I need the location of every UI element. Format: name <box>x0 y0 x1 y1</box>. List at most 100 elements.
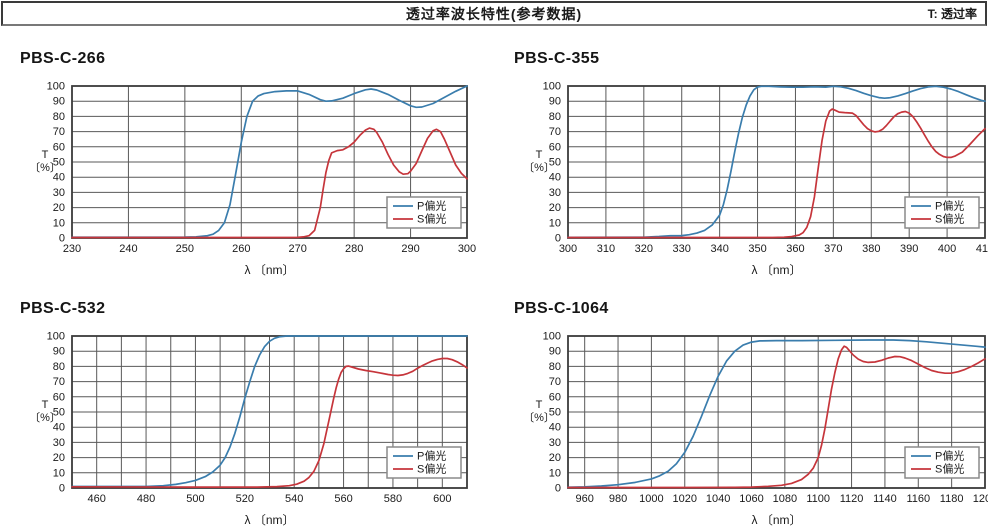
y-tick-label: 0 <box>555 233 561 245</box>
y-axis-label-symbol: T <box>41 149 49 161</box>
plot-canvas: 230 240 250 260 270 280 290 300 0 10 20 30 40 50 60 70 8… <box>47 81 477 256</box>
chart-pbs-c-266: PBS-C-266 T 〔%〕 230 240 250 260 270 280 290 300… <box>0 45 494 295</box>
y-tick-labels: 0 10 20 30 40 50 60 70 80 90 100 <box>47 331 65 495</box>
y-tick-label: 50 <box>53 407 65 419</box>
y-axis-label-symbol: T <box>535 399 543 411</box>
y-tick-label: 90 <box>549 346 561 358</box>
x-tick-label: 500 <box>186 493 204 505</box>
y-tick-label: 70 <box>549 126 561 138</box>
y-tick-label: 60 <box>53 141 65 153</box>
plot-frame <box>567 335 986 489</box>
y-tick-label: 10 <box>549 467 561 479</box>
charts-grid: PBS-C-266 T 〔%〕 230 240 250 260 270 280 290 300… <box>0 45 988 528</box>
y-tick-label: 30 <box>549 437 561 449</box>
x-tick-label: 260 <box>232 243 250 255</box>
x-tick-label: 460 <box>88 493 106 505</box>
y-axis-label: T 〔%〕 <box>24 149 66 175</box>
page-title: 透过率波长特性(参考数据) <box>405 5 583 22</box>
x-tick-label: 330 <box>673 243 691 255</box>
y-tick-label: 0 <box>555 483 561 495</box>
y-tick-label: 50 <box>53 157 65 169</box>
x-tick-label: 1000 <box>639 493 663 505</box>
x-axis-label: λ 〔nm〕 <box>751 513 802 527</box>
x-tick-label: 960 <box>576 493 594 505</box>
y-tick-labels: 0 10 20 30 40 50 60 70 80 90 100 <box>47 81 65 245</box>
y-tick-label: 90 <box>53 346 65 358</box>
y-tick-label: 70 <box>53 126 65 138</box>
chart-pbs-c-532: PBS-C-532 T 〔%〕 460 480 500 520 540 560 580 600… <box>0 295 494 528</box>
x-tick-label: 1160 <box>906 493 930 505</box>
x-tick-label: 340 <box>710 243 728 255</box>
y-tick-label: 100 <box>543 81 561 93</box>
p-legend-label: P偏光 <box>417 199 446 213</box>
x-tick-label: 1080 <box>773 493 797 505</box>
y-tick-label: 20 <box>53 452 65 464</box>
x-tick-label: 390 <box>900 243 918 255</box>
x-tick-labels: 230 240 250 260 270 280 290 300 <box>63 243 476 255</box>
x-tick-label: 980 <box>609 493 627 505</box>
y-tick-label: 80 <box>549 361 561 373</box>
y-axis-label: T 〔%〕 <box>518 399 560 425</box>
x-tick-label: 270 <box>289 243 307 255</box>
x-tick-label: 240 <box>119 243 137 255</box>
y-tick-label: 40 <box>549 172 561 184</box>
y-axis-label: T 〔%〕 <box>518 149 560 175</box>
y-tick-label: 30 <box>549 187 561 199</box>
y-tick-label: 80 <box>53 361 65 373</box>
y-axis-label-symbol: T <box>535 149 543 161</box>
y-tick-label: 50 <box>549 407 561 419</box>
x-tick-label: 580 <box>384 493 402 505</box>
x-tick-label: 1140 <box>873 493 897 505</box>
x-tick-label: 310 <box>597 243 615 255</box>
page-header: 透过率波长特性(参考数据) T: 透过率 <box>1 1 987 26</box>
x-tick-label: 400 <box>938 243 956 255</box>
s-polarization-curve <box>71 357 468 488</box>
chart-title: PBS-C-532 <box>20 300 106 317</box>
x-tick-label: 480 <box>137 493 155 505</box>
y-tick-label: 10 <box>53 217 65 229</box>
x-tick-labels: 460 480 500 520 540 560 580 600 <box>88 493 452 505</box>
plot-canvas: 300 310 320 330 340 350 360 370 380 390 400 410 0 10 2… <box>543 81 988 256</box>
x-tick-label: 1060 <box>739 493 763 505</box>
y-tick-labels: 0 10 20 30 40 50 60 70 80 90 100 <box>543 81 561 245</box>
y-tick-label: 60 <box>53 391 65 403</box>
y-tick-label: 0 <box>59 483 65 495</box>
x-tick-label: 1200 <box>973 493 988 505</box>
x-tick-label: 520 <box>236 493 254 505</box>
x-tick-label: 1100 <box>806 493 830 505</box>
y-axis-label-unit: 〔%〕 <box>523 162 555 174</box>
y-tick-label: 90 <box>549 96 561 108</box>
x-tick-label: 1120 <box>840 493 864 505</box>
x-axis-label: λ 〔nm〕 <box>751 263 802 277</box>
y-tick-label: 20 <box>53 202 65 214</box>
x-tick-labels: 300 310 320 330 340 350 360 370 380 390 400 410 <box>559 243 988 255</box>
p-polarization-curve <box>71 85 468 239</box>
x-tick-label: 370 <box>824 243 842 255</box>
legend-box <box>904 196 980 229</box>
s-polarization-curve <box>567 108 986 239</box>
y-axis-label-unit: 〔%〕 <box>29 162 61 174</box>
y-axis-label-unit: 〔%〕 <box>29 412 61 424</box>
s-legend-label: S偏光 <box>935 462 964 476</box>
p-polarization-curve <box>71 335 468 488</box>
x-tick-label: 410 <box>976 243 988 255</box>
x-tick-label: 350 <box>748 243 766 255</box>
chart-pbs-c-355: PBS-C-355 T 〔%〕 300 310 320 330 340 350 360 370… <box>494 45 988 295</box>
x-tick-label: 300 <box>559 243 577 255</box>
legend-box <box>904 446 980 479</box>
y-tick-label: 80 <box>549 111 561 123</box>
plot-canvas: 460 480 500 520 540 560 580 600 0 10 20 30 40 50 60 70 8… <box>47 331 468 505</box>
grid <box>568 86 985 238</box>
y-tick-label: 30 <box>53 437 65 449</box>
y-tick-label: 40 <box>549 422 561 434</box>
x-tick-label: 600 <box>433 493 451 505</box>
y-tick-label: 60 <box>549 141 561 153</box>
x-tick-label: 1040 <box>706 493 730 505</box>
y-tick-label: 30 <box>53 187 65 199</box>
y-tick-label: 40 <box>53 172 65 184</box>
y-tick-label: 90 <box>53 96 65 108</box>
x-tick-label: 360 <box>786 243 804 255</box>
y-tick-label: 50 <box>549 157 561 169</box>
x-tick-label: 380 <box>862 243 880 255</box>
